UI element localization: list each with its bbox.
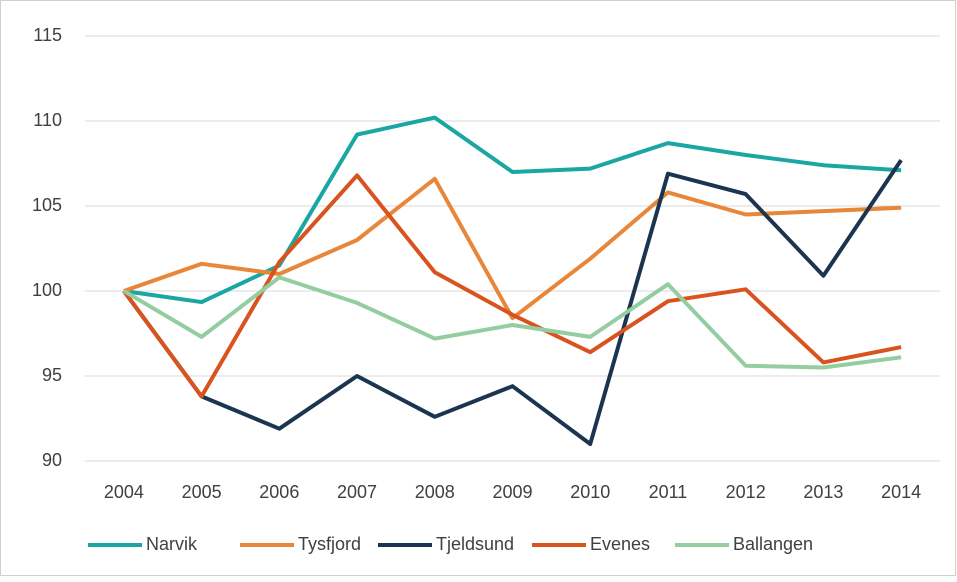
x-tick-label: 2012	[726, 482, 766, 502]
x-tick-label: 2009	[492, 482, 532, 502]
series-line	[122, 158, 903, 446]
series-line	[122, 275, 902, 370]
y-tick-label: 90	[42, 450, 62, 470]
x-tick-label: 2011	[649, 482, 688, 502]
y-tick-label: 100	[32, 280, 62, 300]
y-tick-label: 105	[32, 195, 62, 215]
x-tick-label: 2007	[337, 482, 377, 502]
x-tick-label: 2004	[104, 482, 144, 502]
legend-label: Tysfjord	[298, 534, 361, 554]
x-tick-label: 2010	[570, 482, 610, 502]
y-tick-label: 110	[33, 110, 62, 130]
legend-label: Ballangen	[733, 534, 813, 554]
legend-label: Evenes	[590, 534, 650, 554]
x-tick-label: 2006	[259, 482, 299, 502]
x-tick-label: 2005	[182, 482, 222, 502]
series-line	[122, 173, 902, 399]
series-line	[123, 115, 902, 305]
legend-label: Narvik	[146, 534, 198, 554]
y-tick-label: 95	[42, 365, 62, 385]
x-tick-label: 2014	[881, 482, 921, 502]
y-tick-label: 115	[33, 25, 62, 45]
x-tick-label: 2008	[415, 482, 455, 502]
legend-label: Tjeldsund	[436, 534, 514, 554]
x-tick-label: 2013	[803, 482, 843, 502]
series-line	[123, 176, 902, 321]
